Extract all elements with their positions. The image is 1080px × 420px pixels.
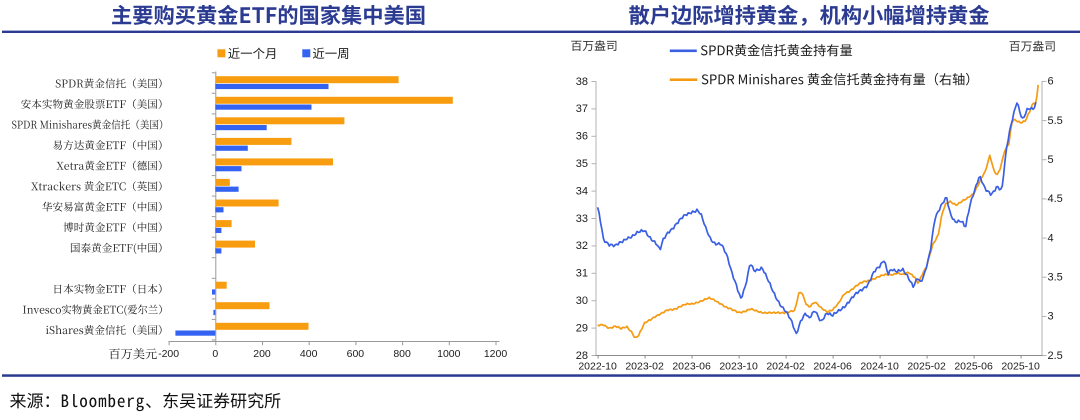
svg-text:800: 800 [393, 348, 411, 360]
svg-text:2023-02: 2023-02 [625, 361, 664, 373]
svg-text:2025-02: 2025-02 [907, 361, 946, 373]
svg-text:4.5: 4.5 [1048, 193, 1063, 205]
svg-text:37: 37 [576, 103, 588, 115]
svg-text:0: 0 [212, 348, 218, 360]
svg-text:28: 28 [576, 350, 588, 362]
svg-text:200: 200 [253, 348, 271, 360]
svg-text:-200: -200 [158, 348, 179, 360]
svg-text:1000: 1000 [437, 348, 461, 360]
svg-text:35: 35 [576, 158, 588, 170]
svg-text:2.5: 2.5 [1048, 350, 1063, 362]
svg-text:2024-06: 2024-06 [813, 361, 852, 373]
svg-text:36: 36 [576, 131, 588, 143]
svg-text:38: 38 [576, 76, 588, 88]
svg-text:3: 3 [1048, 311, 1054, 323]
svg-text:34: 34 [576, 185, 588, 197]
svg-text:1200: 1200 [484, 348, 508, 360]
svg-text:3.5: 3.5 [1048, 272, 1063, 284]
svg-text:6: 6 [1048, 76, 1054, 88]
svg-text:2023-06: 2023-06 [672, 361, 711, 373]
svg-text:29: 29 [576, 322, 588, 334]
svg-text:2025-06: 2025-06 [954, 361, 993, 373]
svg-text:33: 33 [576, 213, 588, 225]
svg-text:30: 30 [576, 295, 588, 307]
svg-text:2025-10: 2025-10 [1001, 361, 1040, 373]
svg-text:2023-10: 2023-10 [719, 361, 758, 373]
svg-text:5: 5 [1048, 154, 1054, 166]
svg-text:2024-10: 2024-10 [860, 361, 899, 373]
svg-text:31: 31 [576, 268, 588, 280]
svg-text:600: 600 [347, 348, 365, 360]
svg-text:400: 400 [300, 348, 318, 360]
svg-text:2022-10: 2022-10 [578, 361, 617, 373]
svg-text:2024-02: 2024-02 [766, 361, 805, 373]
svg-text:5.5: 5.5 [1048, 115, 1063, 127]
svg-text:32: 32 [576, 240, 588, 252]
svg-text:4: 4 [1048, 232, 1054, 244]
